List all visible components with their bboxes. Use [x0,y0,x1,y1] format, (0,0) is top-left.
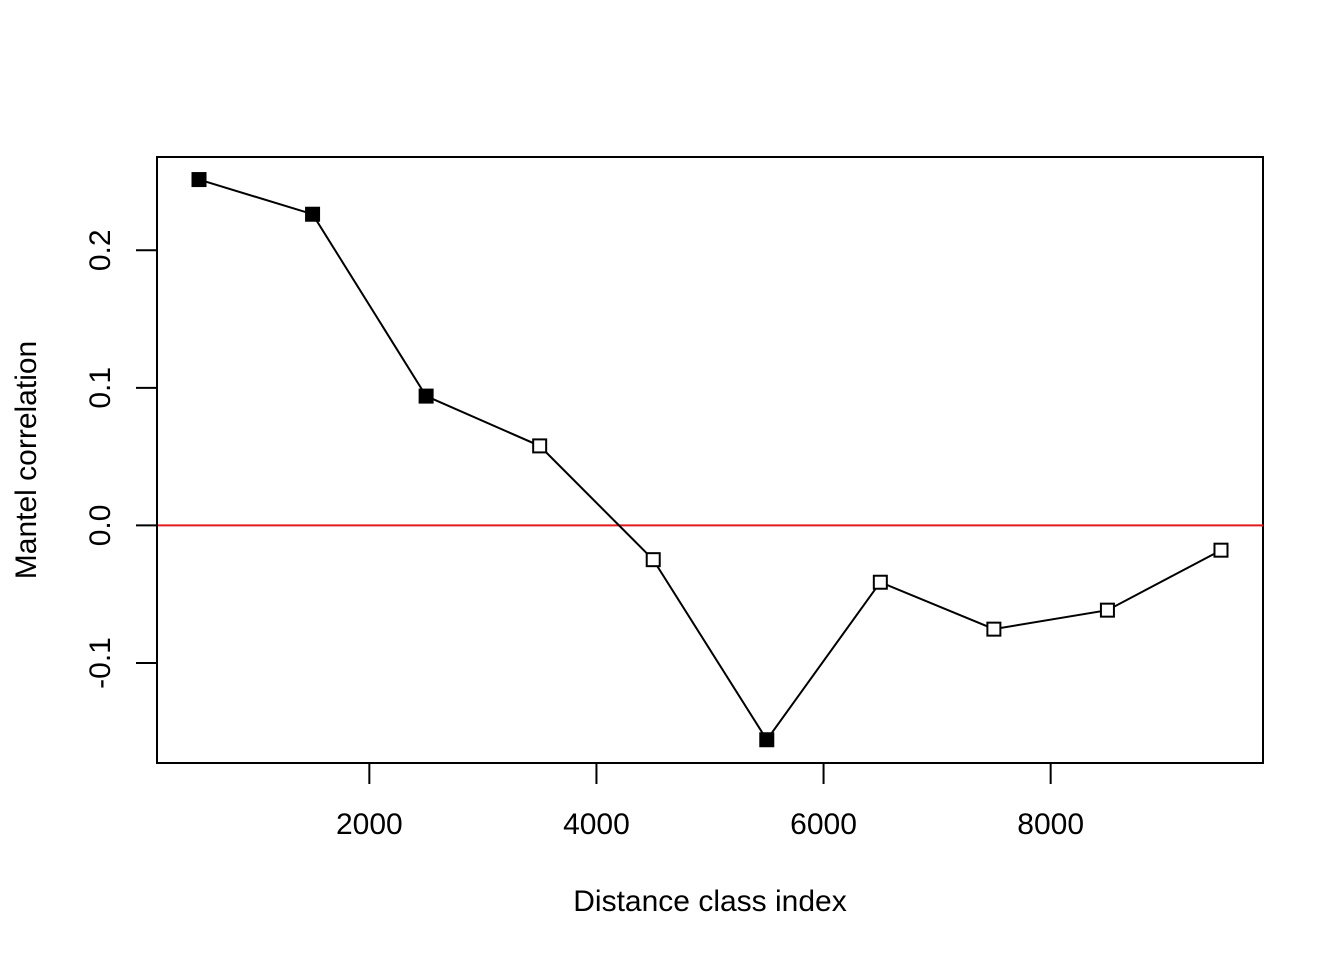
y-axis-title: Mantel correlation [10,341,43,579]
data-point-nonsignificant [1099,602,1115,618]
y-tick-label: -0.1 [84,637,117,689]
x-axis: 2000 4000 6000 8000 [336,762,1084,841]
data-point-nonsignificant [872,574,888,590]
x-tick-label: 4000 [563,808,630,841]
x-axis-title: Distance class index [573,885,846,918]
y-tick-label: 0.2 [84,229,117,271]
x-tick-label: 8000 [1017,808,1084,841]
series-line [198,178,1222,742]
plot-frame [156,156,1264,764]
data-point-significant [418,388,434,404]
series-layer [191,172,1229,748]
data-point-significant [191,172,207,188]
x-tick-label: 6000 [790,808,857,841]
data-point-significant [759,732,775,748]
x-tick-label: 2000 [336,808,403,841]
y-tick-label: 0.1 [84,367,117,409]
data-point-nonsignificant [986,621,1002,637]
y-tick-label: 0.0 [84,505,117,547]
data-point-nonsignificant [532,438,548,454]
data-point-significant [305,206,321,222]
data-point-nonsignificant [645,552,661,568]
data-point-nonsignificant [1213,542,1229,558]
y-axis: -0.1 0.0 0.1 0.2 [84,229,158,689]
